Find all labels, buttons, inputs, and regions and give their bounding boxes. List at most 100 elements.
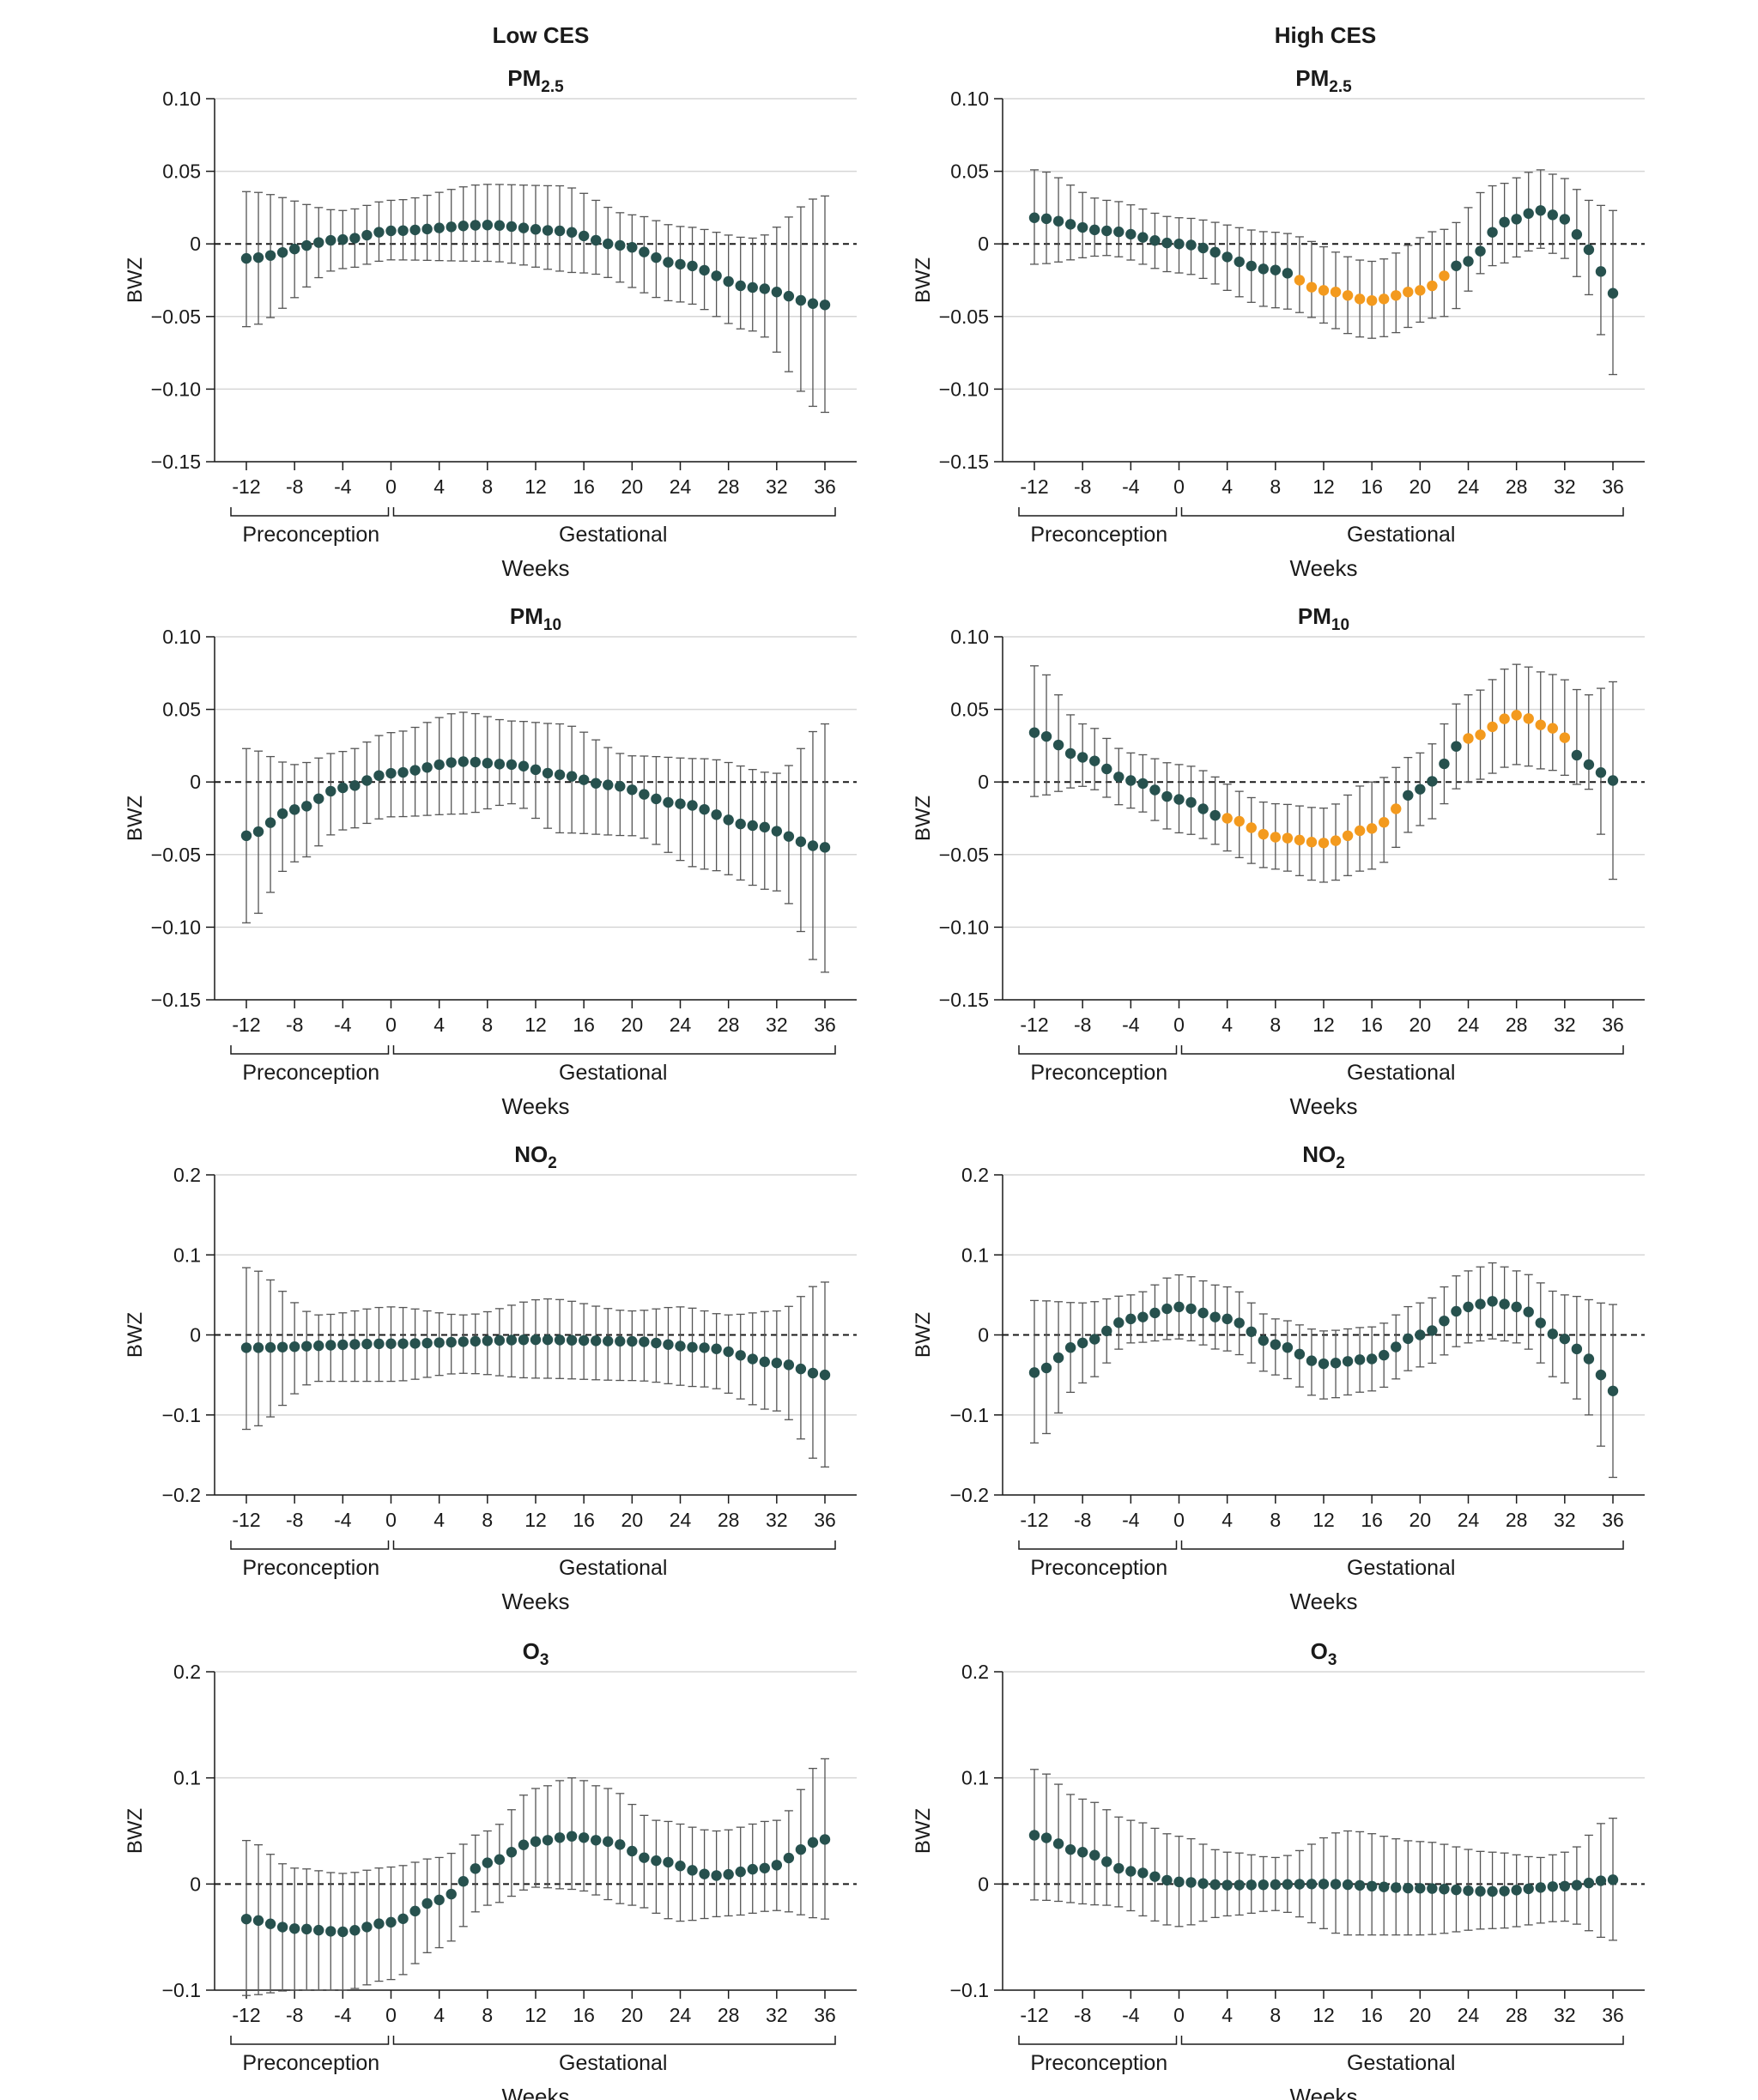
- y-axis-label: BWZ: [912, 1312, 935, 1358]
- data-point: [711, 1870, 722, 1881]
- data-point: [409, 1338, 421, 1349]
- data-point: [663, 257, 674, 268]
- x-tick-label: -4: [334, 1509, 352, 1531]
- data-point: [1415, 784, 1426, 795]
- x-tick-label: 12: [1312, 2004, 1335, 2026]
- data-point: [1125, 228, 1137, 240]
- data-point: [1499, 1885, 1510, 1897]
- data-point: [1197, 1307, 1209, 1319]
- data-point: [1076, 1847, 1088, 1858]
- data-point: [397, 1913, 409, 1924]
- panel-title: PM10: [510, 603, 561, 634]
- data-point: [1535, 1317, 1546, 1328]
- data-point: [1595, 1875, 1607, 1886]
- y-tick-label: −0.1: [950, 1979, 989, 2001]
- data-point: [1270, 832, 1282, 843]
- chart-panel-5: 0.2 0.1 0 −0.1 −0.2 -12 -8 -4 0 4 8 12 16 20 24 28 32 36 P…: [124, 1141, 857, 1614]
- period-label-gestational: Gestational: [1347, 1061, 1455, 1085]
- data-point: [288, 1923, 300, 1934]
- data-point: [1052, 1352, 1064, 1364]
- data-point: [421, 762, 433, 773]
- x-tick-label: 28: [718, 2004, 740, 2026]
- data-point: [735, 1866, 746, 1878]
- data-point: [458, 1876, 469, 1887]
- y-tick-label: −0.05: [939, 306, 989, 328]
- panel-title-main: PM: [1295, 65, 1329, 91]
- data-point: [687, 1865, 698, 1876]
- data-point: [1379, 294, 1390, 305]
- x-tick-label: 16: [1361, 475, 1383, 498]
- data-point: [1354, 1879, 1366, 1891]
- panel-title-subscript: 3: [540, 1651, 549, 1669]
- data-point: [1149, 1871, 1161, 1882]
- data-point: [651, 1855, 662, 1867]
- x-tick-label: 16: [573, 1509, 595, 1531]
- data-point: [1511, 214, 1522, 225]
- data-point: [795, 1363, 807, 1375]
- data-point: [723, 1868, 734, 1880]
- data-point: [1499, 216, 1510, 228]
- data-point: [651, 1337, 662, 1349]
- bracket-gestational: [392, 1045, 836, 1055]
- data-point: [1403, 1882, 1414, 1894]
- data-point: [1535, 719, 1546, 730]
- data-point: [1330, 835, 1342, 846]
- panel-title: O3: [523, 1638, 549, 1669]
- data-point: [361, 229, 373, 241]
- x-tick-label: 24: [670, 2004, 692, 2026]
- data-point: [747, 1353, 758, 1365]
- data-point: [1583, 1353, 1595, 1365]
- data-point: [1427, 776, 1438, 787]
- x-tick-label: -8: [286, 1014, 303, 1036]
- data-point: [1258, 263, 1269, 275]
- data-point: [1391, 1882, 1402, 1893]
- data-point: [1076, 1337, 1088, 1349]
- x-tick-label: 20: [621, 475, 644, 498]
- panel-title: PM10: [1298, 603, 1349, 634]
- data-point: [603, 1836, 614, 1848]
- y-tick-label: 0: [978, 1873, 989, 1895]
- x-axis-label: Weeks: [502, 1589, 570, 1614]
- data-point: [735, 280, 746, 292]
- x-tick-label: 8: [1270, 475, 1281, 498]
- data-point: [1511, 1885, 1522, 1896]
- data-point: [759, 821, 770, 833]
- data-point: [301, 239, 312, 251]
- data-point: [1185, 796, 1197, 808]
- data-point: [1113, 226, 1125, 238]
- x-tick-label: 24: [670, 1014, 692, 1036]
- x-tick-label: 28: [718, 475, 740, 498]
- data-point: [313, 1340, 324, 1352]
- x-tick-label: -12: [1020, 475, 1048, 498]
- data-point: [627, 241, 638, 253]
- data-point: [264, 250, 276, 261]
- data-point: [783, 831, 795, 842]
- data-point: [1559, 1880, 1571, 1892]
- data-point: [530, 1836, 542, 1848]
- data-point: [1342, 1356, 1354, 1367]
- bracket-gestational: [1180, 1540, 1624, 1550]
- data-point: [687, 260, 698, 272]
- chart-panel-7: 0.2 0.1 0 −0.1 -12 -8 -4 0 4 8 12 16 20 24 28 32 36 Preco…: [124, 1638, 857, 2100]
- data-point: [578, 1334, 590, 1347]
- data-point: [1463, 256, 1474, 267]
- period-label-preconception: Preconception: [1030, 1556, 1167, 1580]
- data-point: [747, 1863, 758, 1875]
- data-point: [1125, 775, 1137, 786]
- data-point: [1076, 221, 1088, 233]
- data-point: [603, 1335, 614, 1347]
- x-tick-label: 12: [524, 2004, 547, 2026]
- x-tick-label: -12: [232, 2004, 260, 2026]
- data-point: [313, 793, 324, 804]
- data-point: [458, 756, 469, 767]
- data-point: [1379, 1881, 1390, 1892]
- data-point: [554, 769, 566, 780]
- data-point: [591, 778, 602, 789]
- x-tick-label: 20: [1409, 1014, 1432, 1036]
- data-point: [651, 251, 662, 263]
- data-point: [1052, 215, 1064, 227]
- data-point: [711, 270, 722, 281]
- data-point: [1463, 733, 1474, 744]
- y-tick-label: −0.10: [151, 916, 201, 938]
- data-point: [1559, 214, 1571, 225]
